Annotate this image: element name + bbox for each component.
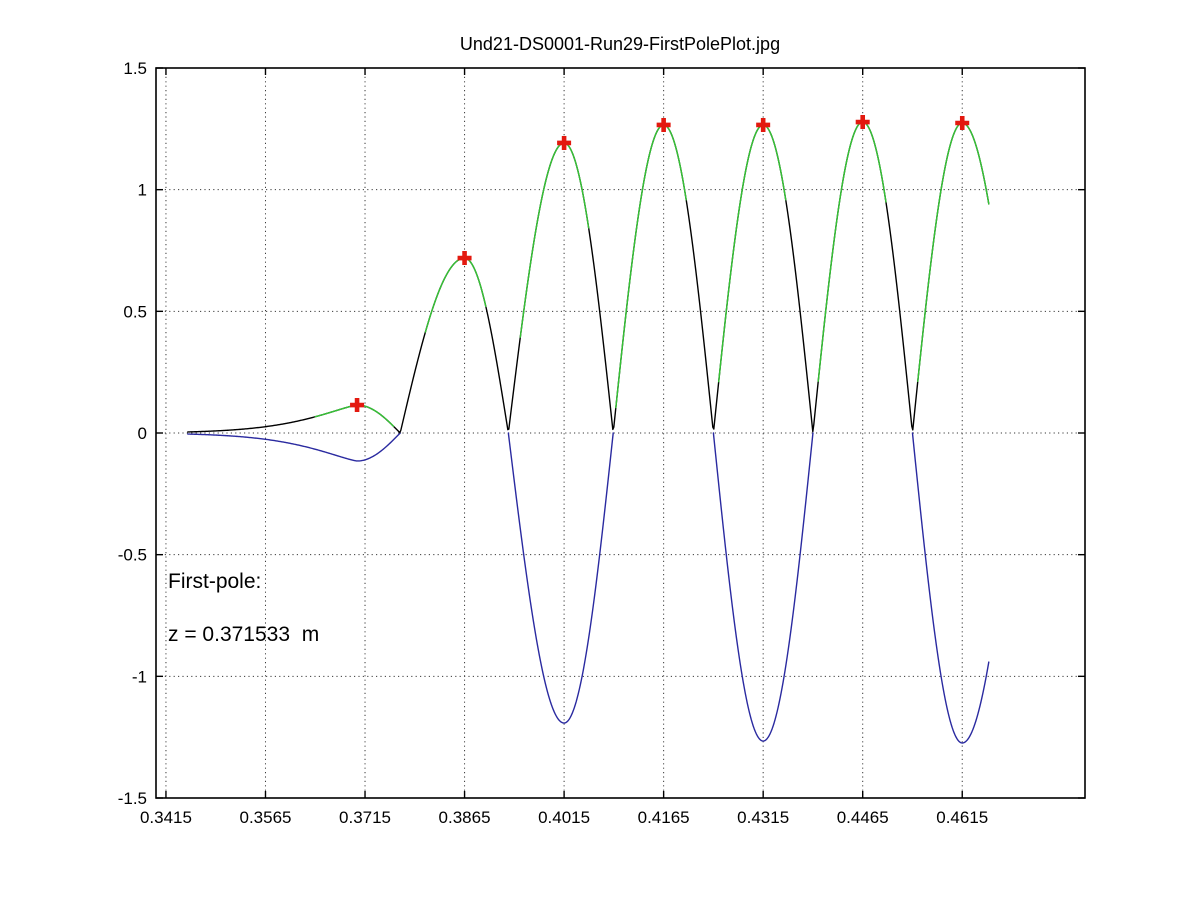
pole-peak-marker bbox=[656, 117, 671, 132]
negative-trace-segment bbox=[712, 432, 814, 742]
pole-peak-markers bbox=[350, 115, 970, 413]
x-tick-label: 0.4315 bbox=[737, 808, 789, 827]
fit-window-segment bbox=[718, 124, 787, 383]
x-tick-label: 0.3715 bbox=[339, 808, 391, 827]
y-tick-label: -1.5 bbox=[118, 789, 147, 808]
fit-window-segment bbox=[314, 404, 395, 427]
pole-fit-window-curve bbox=[314, 121, 990, 427]
y-tick-label: 0.5 bbox=[123, 302, 147, 321]
negative-trace-segment bbox=[507, 432, 614, 724]
negative-trace-curve bbox=[187, 432, 990, 744]
pole-peak-marker bbox=[855, 115, 870, 130]
fit-window-segment bbox=[615, 124, 687, 409]
x-tick-labels: 0.3415 0.3565 0.3715 0.3865 0.4015 0.4165 0.43… bbox=[140, 808, 988, 827]
negative-trace-segment bbox=[187, 432, 401, 462]
plot-title: Und21-DS0001-Run29-FirstPolePlot.jpg bbox=[460, 34, 780, 54]
x-tick-label: 0.3865 bbox=[439, 808, 491, 827]
pole-peak-marker bbox=[756, 117, 771, 132]
pole-peak-marker bbox=[955, 115, 970, 130]
y-tick-label: 0 bbox=[138, 424, 147, 443]
y-tick-label: -0.5 bbox=[118, 546, 147, 565]
pole-peak-marker bbox=[557, 135, 572, 150]
x-tick-label: 0.4015 bbox=[538, 808, 590, 827]
y-tick-label: 1.5 bbox=[123, 59, 147, 78]
x-tick-label: 0.4615 bbox=[936, 808, 988, 827]
rectified-field-curve bbox=[187, 121, 990, 434]
fit-window-segment bbox=[817, 121, 887, 382]
fit-window-segment bbox=[917, 122, 990, 382]
pole-peak-marker bbox=[350, 398, 365, 413]
grid-lines bbox=[156, 68, 1085, 798]
y-tick-label: 1 bbox=[138, 181, 147, 200]
x-tick-label: 0.3415 bbox=[140, 808, 192, 827]
fit-window-segment bbox=[519, 142, 590, 338]
pole-peak-marker bbox=[457, 251, 472, 266]
negative-trace-segment bbox=[911, 432, 990, 744]
annotation-first-pole-z-value: z = 0.371533 m bbox=[168, 623, 319, 646]
y-tick-label: -1 bbox=[132, 667, 147, 686]
x-tick-label: 0.3565 bbox=[239, 808, 291, 827]
y-tick-labels: 1.5 1 0.5 0 -0.5 -1 -1.5 bbox=[118, 59, 147, 808]
rectified-curve bbox=[187, 121, 990, 434]
axis-ticks bbox=[156, 67, 1085, 799]
fit-window-segment bbox=[424, 257, 487, 333]
x-tick-label: 0.4165 bbox=[638, 808, 690, 827]
annotation-first-pole-label: First-pole: bbox=[168, 570, 261, 593]
plot-border bbox=[155, 67, 1086, 799]
x-tick-label: 0.4465 bbox=[837, 808, 889, 827]
